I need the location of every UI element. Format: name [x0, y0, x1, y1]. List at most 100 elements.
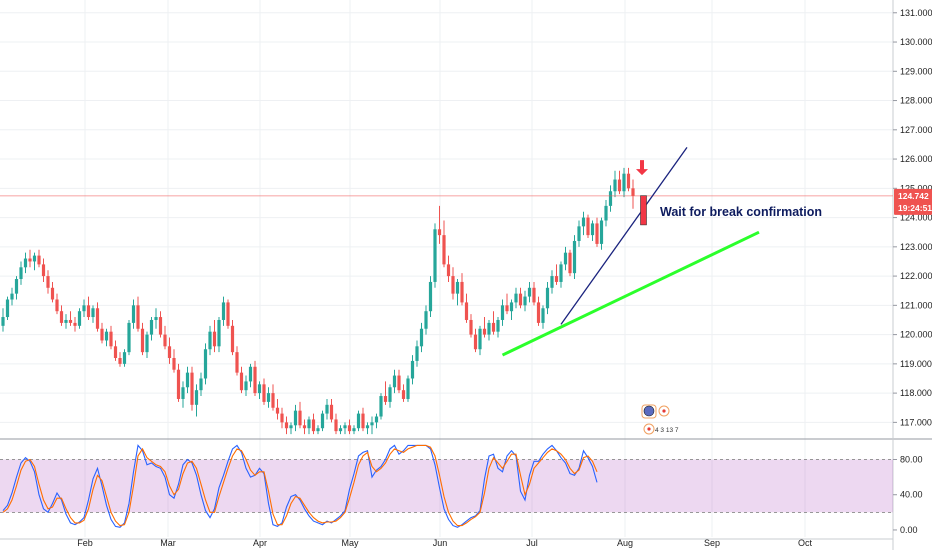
candle-body — [190, 372, 194, 405]
candle-body — [217, 319, 221, 347]
price-tick-label: 124.000 — [900, 213, 932, 223]
candle-body — [284, 422, 289, 429]
price-tick-label: 126.000 — [900, 154, 932, 164]
candle-body — [469, 319, 473, 335]
price-tick-label: 123.000 — [900, 242, 932, 252]
month-label: Apr — [253, 538, 267, 548]
candle-body — [473, 334, 478, 350]
trendline — [560, 146, 688, 325]
candle-body — [460, 281, 464, 303]
month-label: Feb — [77, 538, 93, 548]
candle-body — [320, 413, 325, 429]
candle-body — [374, 416, 379, 423]
candle-body — [86, 305, 91, 318]
candle-body — [226, 302, 230, 326]
candle-body — [280, 413, 284, 423]
candle-body — [428, 281, 433, 312]
candle-body — [509, 302, 514, 312]
osc-tick-label: 80.00 — [900, 454, 923, 464]
candle-body — [73, 322, 77, 326]
candle-body — [181, 387, 185, 399]
candle-body — [55, 299, 59, 312]
candle-body — [352, 428, 356, 432]
candle-body — [604, 205, 608, 221]
candle-body — [433, 229, 437, 282]
time-axis[interactable]: Feb Mar Apr May Jun Jul Aug Sep Oct — [77, 538, 812, 548]
candle-body — [10, 293, 14, 300]
candle-body — [478, 328, 482, 350]
candle-body — [248, 366, 253, 382]
candle-body — [302, 425, 307, 429]
candle-body — [50, 287, 55, 300]
candle-body — [496, 319, 500, 332]
candle-body — [406, 378, 410, 399]
candle-body — [14, 279, 19, 294]
candle-body — [437, 229, 442, 236]
candle-body — [419, 328, 424, 347]
candle-body — [392, 375, 397, 388]
stoch-line — [2, 444, 598, 527]
candle-body — [271, 393, 275, 408]
candle-body — [91, 308, 95, 318]
candle-body — [505, 305, 509, 312]
price-tick-label: 117.000 — [900, 417, 932, 427]
candle-body — [334, 419, 338, 432]
candle-body — [415, 346, 419, 361]
candle-body — [37, 255, 41, 265]
candle-body — [622, 173, 626, 192]
candle-body — [325, 404, 329, 414]
target-dot — [647, 427, 651, 431]
candle-body — [541, 308, 545, 323]
candle-body — [203, 349, 208, 379]
candle-body — [356, 413, 361, 429]
candle-body — [221, 302, 226, 320]
month-label: Mar — [160, 538, 176, 548]
candle-body — [41, 264, 46, 277]
candle-body — [194, 390, 199, 405]
candle-body — [167, 346, 172, 359]
candle-body — [275, 407, 280, 414]
candle-body — [19, 267, 23, 280]
candle-body — [361, 413, 365, 429]
osc-tick-label: 40.00 — [900, 490, 923, 500]
candle-body — [550, 276, 554, 288]
candle-body — [212, 331, 217, 347]
candle-body — [491, 322, 496, 332]
candle-body — [235, 352, 239, 373]
osc-tick-label: 0.00 — [900, 525, 918, 535]
candle-body — [289, 425, 293, 429]
candle-body — [95, 308, 100, 329]
candle-body — [136, 305, 140, 329]
annotation-text: Wait for break confirmation — [660, 205, 822, 219]
month-label: May — [341, 538, 359, 548]
candle-body — [347, 425, 352, 432]
candle-body — [163, 334, 167, 347]
price-axis[interactable]: 131.000 130.000 129.000 128.000 127.000 126.0… — [893, 8, 932, 535]
candle-body — [109, 331, 113, 347]
candle-body — [122, 352, 127, 364]
candle-body — [145, 334, 149, 353]
chart-markers: 4 3 13 7 — [636, 160, 679, 435]
candle-body — [118, 358, 122, 364]
candle-body — [590, 223, 595, 236]
last-price-tag — [894, 188, 932, 215]
candle-body — [100, 328, 104, 341]
candle-body — [500, 305, 505, 320]
candle-body — [28, 258, 32, 262]
candle-body — [199, 378, 203, 391]
candle-body — [46, 276, 50, 288]
candle-body — [185, 372, 190, 388]
candle-body — [158, 317, 163, 335]
candle-body — [613, 179, 617, 192]
candle-body — [239, 372, 244, 391]
candle-body — [631, 188, 635, 196]
price-tick-label: 121.000 — [900, 300, 932, 310]
candle-body — [410, 360, 415, 379]
candle-body — [5, 299, 10, 318]
candle-body — [487, 322, 491, 335]
stoch-line — [2, 444, 598, 528]
candle-body — [599, 220, 604, 244]
candle-body — [311, 419, 316, 432]
